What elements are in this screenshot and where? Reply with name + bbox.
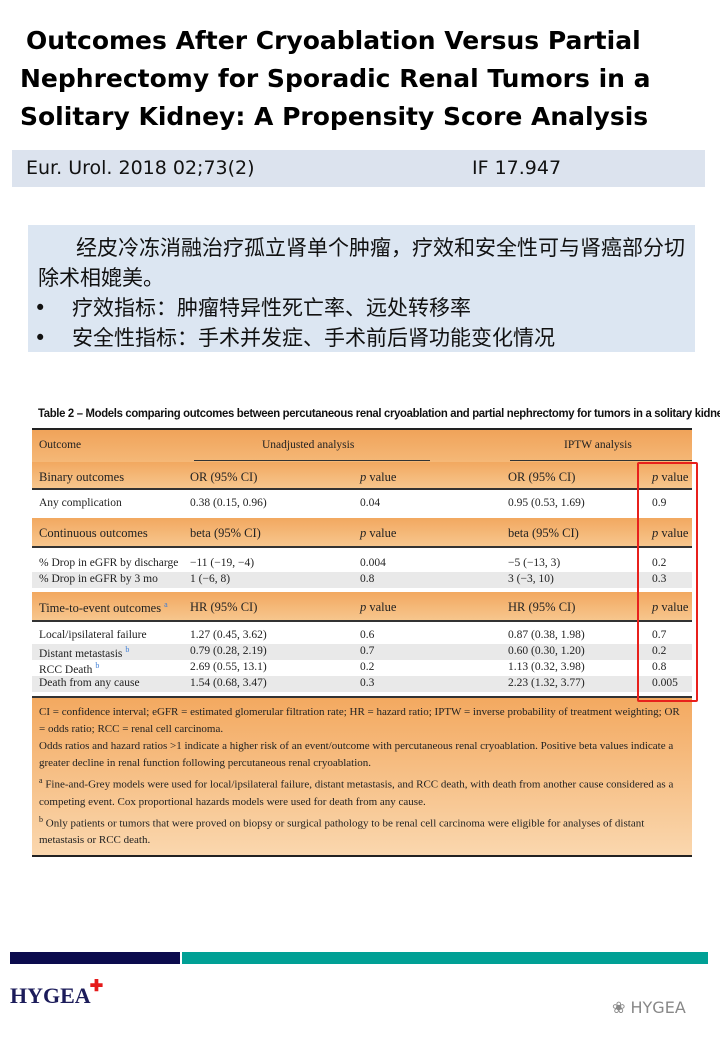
divider	[194, 460, 430, 461]
unadjusted-p-value: 0.2	[360, 661, 375, 673]
watermark: ❀ HYGEA	[612, 998, 686, 1017]
iptw-p-value: 0.9	[652, 497, 667, 509]
outcome-label: RCC Death b	[39, 661, 100, 676]
unadjusted-p-value: 0.8	[360, 573, 375, 585]
unadjusted-p-value: 0.7	[360, 645, 375, 657]
outcome-label: Local/ipsilateral failure	[39, 629, 147, 641]
p-rest: value	[366, 600, 397, 614]
p-rest: value	[366, 470, 397, 484]
p-italic: p	[360, 470, 367, 484]
iptw-estimate: 0.60 (0.30, 1.20)	[508, 645, 585, 657]
p-value-header: p value	[652, 470, 688, 485]
p-rest: value	[658, 526, 689, 540]
table-footnotes: CI = confidence interval; eGFR = estimat…	[32, 696, 692, 856]
table-header-row: Outcome Unadjusted analysis IPTW analysi…	[32, 430, 692, 462]
estimate-header: OR (95% CI)	[190, 470, 258, 484]
divider	[510, 460, 692, 461]
footnote-mark: a	[164, 600, 168, 609]
estimate-header: OR (95% CI)	[508, 470, 576, 484]
unadjusted-estimate: 1.54 (0.68, 3.47)	[190, 677, 267, 689]
slide-title: Outcomes After Cryoablation Versus Parti…	[20, 26, 651, 131]
iptw-p-value: 0.7	[652, 629, 667, 641]
section-header-row: Binary outcomes OR (95% CI) p value OR (95%…	[32, 462, 692, 490]
citation-bar: Eur. Urol. 2018 02;73(2) IF 17.947	[12, 150, 705, 187]
unadjusted-p-value: 0.004	[360, 557, 386, 569]
iptw-estimate: −5 (−13, 3)	[508, 557, 561, 569]
highlight-box	[637, 462, 698, 702]
table-row: Distant metastasis b 0.79 (0.28, 2.19) 0.7 0…	[32, 644, 692, 660]
unadjusted-estimate: −11 (−19, −4)	[190, 557, 255, 569]
outcome-label: Any complication	[39, 497, 122, 509]
unadjusted-estimate: 0.79 (0.28, 2.19)	[190, 645, 267, 657]
iptw-estimate: 0.95 (0.53, 1.69)	[508, 497, 585, 509]
iptw-estimate: 2.23 (1.32, 3.77)	[508, 677, 585, 689]
hygea-logo: HYGEA✚	[10, 978, 104, 1008]
iptw-estimate: 3 (−3, 10)	[508, 573, 554, 585]
estimate-header: beta (95% CI)	[508, 526, 579, 540]
summary-intro: 经皮冷冻消融治疗孤立肾单个肿瘤，疗效和安全性可与肾癌部分切除术相媲美。	[38, 236, 685, 290]
p-italic: p	[360, 526, 367, 540]
p-italic: p	[360, 600, 367, 614]
table-row: Any complication 0.38 (0.15, 0.96) 0.04 0.9…	[32, 496, 692, 512]
bullet-item: • 疗效指标：肿瘤特异性死亡率、远处转移率	[34, 296, 471, 320]
p-value-header: p value	[360, 526, 396, 541]
outcome-label: Distant metastasis b	[39, 645, 130, 660]
estimate-header: HR (95% CI)	[508, 600, 576, 614]
iptw-p-value: 0.3	[652, 573, 667, 585]
unadjusted-p-value: 0.04	[360, 497, 381, 509]
unadjusted-estimate: 2.69 (0.55, 13.1)	[190, 661, 267, 673]
table-caption: Table 2 – Models comparing outcomes betw…	[38, 406, 720, 420]
outcome-label: % Drop in eGFR by 3 mo	[39, 573, 158, 585]
table-row: Local/ipsilateral failure 1.27 (0.45, 3.6…	[32, 628, 692, 644]
outcome-label: % Drop in eGFR by discharge	[39, 557, 179, 569]
unadjusted-p-value: 0.6	[360, 629, 375, 641]
results-table: Outcome Unadjusted analysis IPTW analysi…	[32, 428, 692, 858]
p-italic: p	[652, 470, 659, 484]
iptw-p-value: 0.2	[652, 557, 667, 569]
unadjusted-estimate: 1 (−6, 8)	[190, 573, 231, 585]
bullet-item: • 安全性指标：手术并发症、手术前后肾功能变化情况	[34, 326, 555, 350]
p-value-header: p value	[652, 526, 688, 541]
wechat-icon: ❀	[612, 998, 626, 1017]
journal-citation: Eur. Urol. 2018 02;73(2)	[26, 157, 255, 179]
estimate-header: HR (95% CI)	[190, 600, 258, 614]
section-header-row: Continuous outcomes beta (95% CI) p value b…	[32, 518, 692, 548]
p-rest: value	[658, 600, 689, 614]
iptw-p-value: 0.8	[652, 661, 667, 673]
p-value-header: p value	[360, 600, 396, 615]
iptw-p-value: 0.005	[652, 677, 678, 689]
outcome-label: Death from any cause	[39, 677, 140, 689]
iptw-p-value: 0.2	[652, 645, 667, 657]
section-header-row: Time-to-event outcomes a HR (95% CI) p valu…	[32, 592, 692, 622]
row-spacer	[32, 548, 692, 556]
estimate-header: beta (95% CI)	[190, 526, 261, 540]
unadjusted-estimate: 1.27 (0.45, 3.62)	[190, 629, 267, 641]
p-value-header: p value	[652, 600, 688, 615]
p-rest: value	[366, 526, 397, 540]
table-row: Death from any cause 1.54 (0.68, 3.47) 0.3…	[32, 676, 692, 692]
summary-box: 经皮冷冻消融治疗孤立肾单个肿瘤，疗效和安全性可与肾癌部分切除术相媲美。 • 疗效指…	[28, 225, 695, 352]
iptw-estimate: 1.13 (0.32, 3.98)	[508, 661, 585, 673]
footnote-mark: b	[95, 661, 100, 670]
footnote-mark: b	[125, 645, 130, 654]
footer-bar-teal	[182, 952, 708, 964]
p-rest: value	[658, 470, 689, 484]
unadjusted-p-value: 0.3	[360, 677, 375, 689]
p-italic: p	[652, 526, 659, 540]
table-row: % Drop in eGFR by 3 mo 1 (−6, 8) 0.8 3 (−3,…	[32, 572, 692, 588]
unadjusted-estimate: 0.38 (0.15, 0.96)	[190, 497, 267, 509]
p-italic: p	[652, 600, 659, 614]
section-label: Time-to-event outcomes a	[39, 600, 168, 616]
section-label: Continuous outcomes	[39, 526, 148, 540]
impact-factor: IF 17.947	[472, 157, 562, 179]
p-value-header: p value	[360, 470, 396, 485]
section-label: Binary outcomes	[39, 470, 125, 484]
table-row: % Drop in eGFR by discharge −11 (−19, −4)…	[32, 556, 692, 572]
table-row: RCC Death b 2.69 (0.55, 13.1) 0.2 1.13 (0.32…	[32, 660, 692, 676]
footer-bar-navy	[10, 952, 180, 964]
iptw-estimate: 0.87 (0.38, 1.98)	[508, 629, 585, 641]
